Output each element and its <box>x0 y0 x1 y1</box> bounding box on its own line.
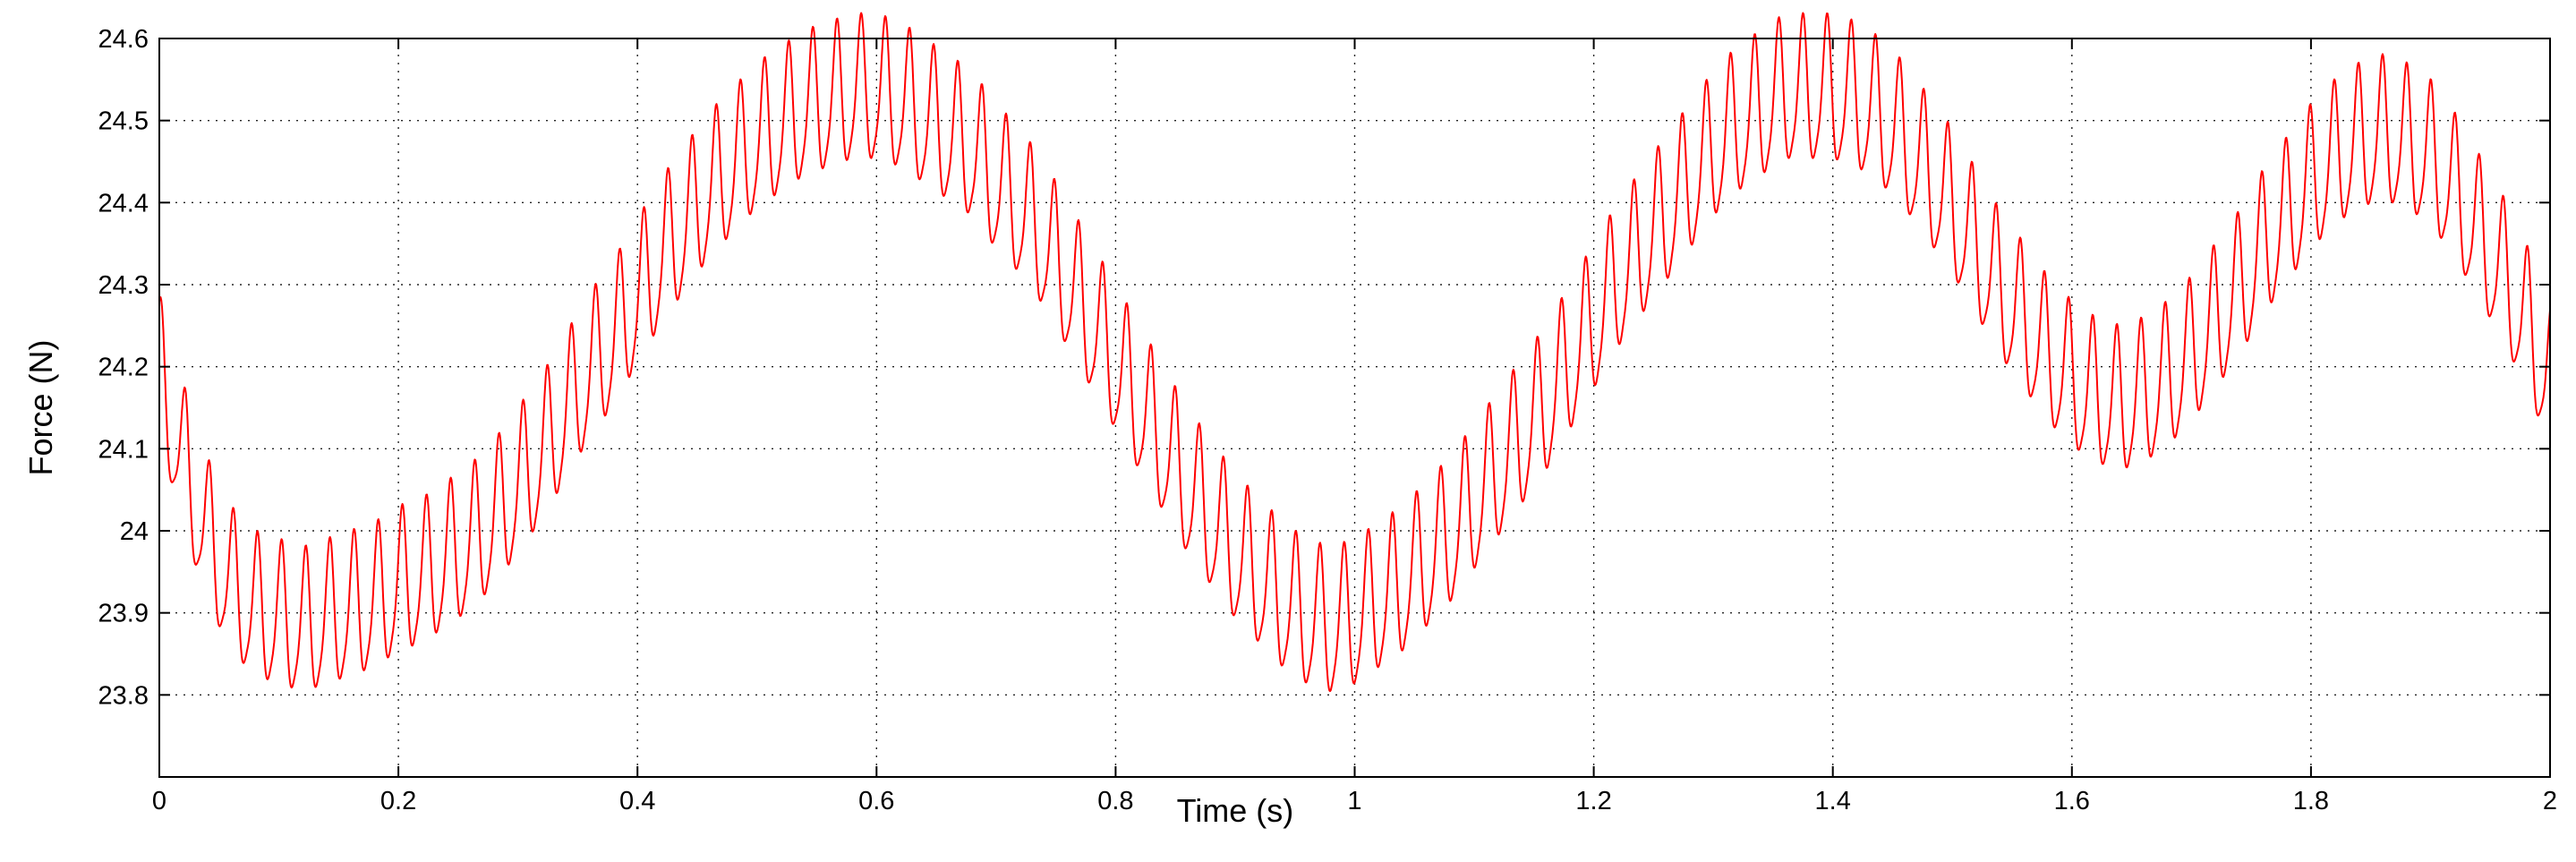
x-axis-label: Time (s) <box>1177 792 1294 829</box>
x-tick-label: 0.8 <box>1097 787 1133 815</box>
series-group <box>158 12 2551 693</box>
axis-ticks <box>158 38 2551 777</box>
x-tick-label: 0.6 <box>858 787 894 815</box>
y-tick-label: 23.8 <box>98 681 149 710</box>
y-tick-label: 24.4 <box>98 189 149 218</box>
x-tick-label: 1 <box>1347 787 1361 815</box>
y-tick-label: 24.1 <box>98 435 149 464</box>
y-tick-label: 24.5 <box>98 107 149 136</box>
y-tick-label: 24 <box>120 517 149 546</box>
series-line-0 <box>158 12 2551 693</box>
y-tick-label: 24.6 <box>98 25 149 54</box>
y-axis-label: Force (N) <box>22 340 59 476</box>
x-tick-label: 1.6 <box>2054 787 2090 815</box>
y-tick-labels: 23.8 23.9 24 24.1 24.2 24.3 24.4 24.5 24.6 <box>98 25 149 710</box>
y-tick-label: 24.3 <box>98 271 149 300</box>
x-tick-label: 1.8 <box>2293 787 2329 815</box>
x-tick-label: 0.4 <box>619 787 655 815</box>
x-tick-label: 0 <box>152 787 166 815</box>
x-tick-label: 0.2 <box>380 787 416 815</box>
y-tick-label: 24.2 <box>98 354 149 382</box>
x-tick-label: 1.2 <box>1575 787 1611 815</box>
x-tick-labels: 0 0.2 0.4 0.6 0.8 1 1.2 1.4 1.6 1.8 2 <box>152 787 2557 815</box>
x-tick-label: 2 <box>2543 787 2557 815</box>
y-tick-label: 23.9 <box>98 600 149 628</box>
x-tick-label: 1.4 <box>1815 787 1851 815</box>
